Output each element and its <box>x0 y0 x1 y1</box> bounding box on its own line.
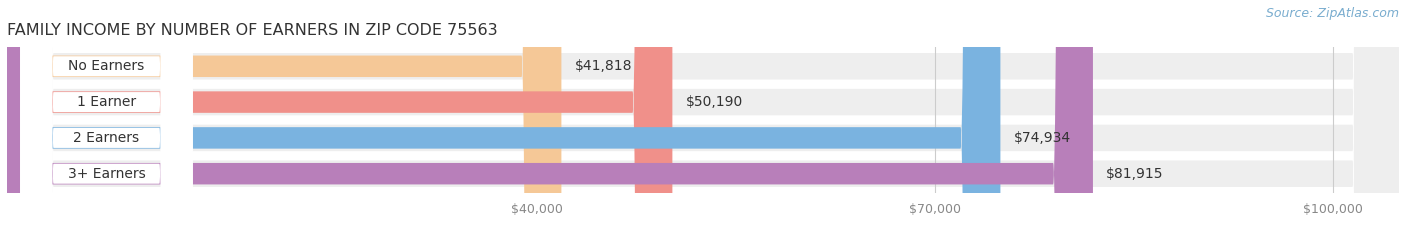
Text: $74,934: $74,934 <box>1014 131 1071 145</box>
FancyBboxPatch shape <box>7 0 1092 233</box>
Text: 2 Earners: 2 Earners <box>73 131 139 145</box>
Text: $81,915: $81,915 <box>1107 167 1164 181</box>
FancyBboxPatch shape <box>20 0 193 233</box>
Text: FAMILY INCOME BY NUMBER OF EARNERS IN ZIP CODE 75563: FAMILY INCOME BY NUMBER OF EARNERS IN ZI… <box>7 24 498 38</box>
Text: $50,190: $50,190 <box>686 95 742 109</box>
FancyBboxPatch shape <box>7 0 1399 233</box>
Text: No Earners: No Earners <box>69 59 145 73</box>
FancyBboxPatch shape <box>20 0 193 233</box>
FancyBboxPatch shape <box>7 0 1399 233</box>
FancyBboxPatch shape <box>20 0 193 233</box>
FancyBboxPatch shape <box>7 0 1399 233</box>
FancyBboxPatch shape <box>7 0 1001 233</box>
FancyBboxPatch shape <box>7 0 561 233</box>
Text: Source: ZipAtlas.com: Source: ZipAtlas.com <box>1265 7 1399 20</box>
FancyBboxPatch shape <box>7 0 672 233</box>
FancyBboxPatch shape <box>20 0 193 233</box>
Text: 3+ Earners: 3+ Earners <box>67 167 145 181</box>
Text: 1 Earner: 1 Earner <box>77 95 136 109</box>
Text: $41,818: $41,818 <box>575 59 633 73</box>
FancyBboxPatch shape <box>7 0 1399 233</box>
